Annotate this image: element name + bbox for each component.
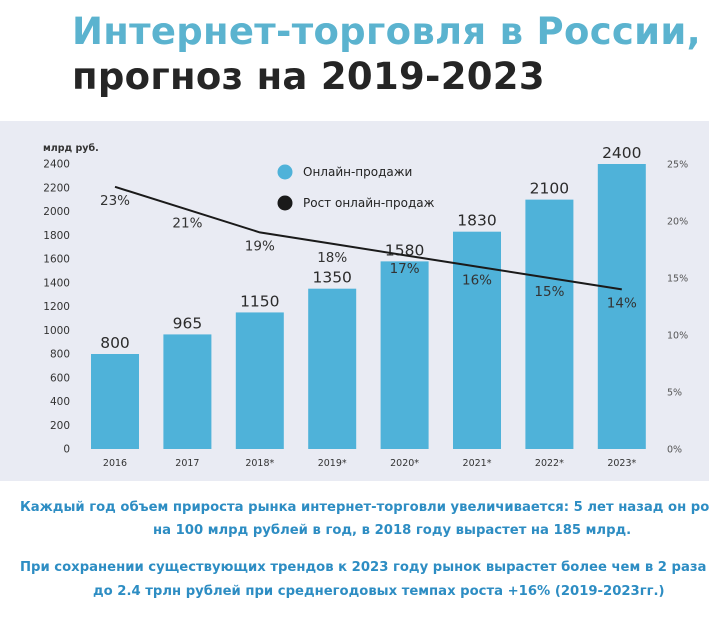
y-tick-label: 600 xyxy=(50,372,70,384)
bar-value-label: 1350 xyxy=(312,269,351,287)
legend-line-marker xyxy=(277,195,293,211)
x-tick-label: 2016 xyxy=(103,458,127,469)
growth-label: 23% xyxy=(100,193,130,209)
growth-label: 19% xyxy=(245,238,275,254)
bar-value-label: 2400 xyxy=(602,144,641,162)
bar-value-label: 965 xyxy=(173,314,203,332)
y2-tick-label: 15% xyxy=(667,274,688,285)
y-tick-label: 400 xyxy=(50,396,70,408)
legend-bar-label: Онлайн-продажи xyxy=(303,165,412,179)
note-line-4: до 2.4 трлн рублей при среднегодовых тем… xyxy=(93,584,665,599)
y-tick-label: 1200 xyxy=(43,301,70,313)
growth-label: 15% xyxy=(534,284,564,300)
y2-tick-label: 5% xyxy=(667,388,682,399)
y-tick-label: 2200 xyxy=(43,182,70,194)
bar xyxy=(597,164,646,449)
y-tick-label: 2000 xyxy=(43,206,70,218)
y-tick-label: 2400 xyxy=(43,159,70,171)
bar-value-label: 2100 xyxy=(530,180,569,198)
bar xyxy=(453,231,501,449)
page-title: Интернет-торговля в России, xyxy=(72,10,701,53)
note-line-3: При сохранении существующих трендов к 20… xyxy=(20,560,707,575)
bar xyxy=(163,334,212,449)
bar xyxy=(525,199,574,449)
bar xyxy=(91,354,139,449)
y2-tick-label: 20% xyxy=(667,217,688,228)
chart-panel: млрд руб. 0 200 400 600 800 1000 1200 1400 1600 18… xyxy=(0,121,709,481)
bar-value-label: 800 xyxy=(100,334,130,352)
page-subtitle: прогноз на 2019-2023 xyxy=(72,55,545,98)
y-tick-label: 200 xyxy=(50,420,70,432)
bar-value-label: 1830 xyxy=(457,212,496,230)
bar xyxy=(235,312,284,449)
legend-line-label: Рост онлайн-продаж xyxy=(303,196,435,210)
y-tick-label: 1000 xyxy=(43,325,70,337)
bar xyxy=(308,288,357,449)
bar-value-label: 1580 xyxy=(385,241,424,259)
y2-tick-label: 10% xyxy=(667,331,688,342)
x-tick-label: 2019* xyxy=(318,458,347,469)
growth-label: 21% xyxy=(172,216,202,232)
note-line-2: на 100 млрд рублей в год, в 2018 году вы… xyxy=(153,523,632,538)
y-tick-label: 1400 xyxy=(43,277,70,289)
chart: млрд руб. 0 200 400 600 800 1000 1200 1400 1600 18… xyxy=(43,143,688,469)
growth-label: 16% xyxy=(462,273,492,289)
growth-label: 18% xyxy=(317,250,347,266)
growth-line xyxy=(114,185,622,291)
y-tick-label: 1600 xyxy=(43,254,70,266)
x-tick-label: 2017 xyxy=(175,458,199,469)
y-tick-label: 0 xyxy=(63,444,70,456)
legend-bar-marker xyxy=(277,164,293,180)
x-tick-label: 2021* xyxy=(463,458,492,469)
y-tick-label: 1800 xyxy=(43,230,70,242)
y2-tick-label: 0% xyxy=(667,445,682,456)
bar xyxy=(380,261,429,449)
x-tick-label: 2018* xyxy=(245,458,274,469)
x-tick-label: 2020* xyxy=(390,458,419,469)
bar-value-label: 1150 xyxy=(240,292,279,310)
x-tick-label: 2023* xyxy=(607,458,636,469)
growth-label: 17% xyxy=(390,261,420,277)
y-axis-label: млрд руб. xyxy=(43,143,99,154)
y-tick-label: 800 xyxy=(50,349,70,361)
y2-tick-label: 25% xyxy=(667,160,688,171)
x-tick-label: 2022* xyxy=(535,458,564,469)
growth-label: 14% xyxy=(607,295,637,311)
note-line-1: Каждый год объем прироста рынка интернет… xyxy=(20,500,709,515)
